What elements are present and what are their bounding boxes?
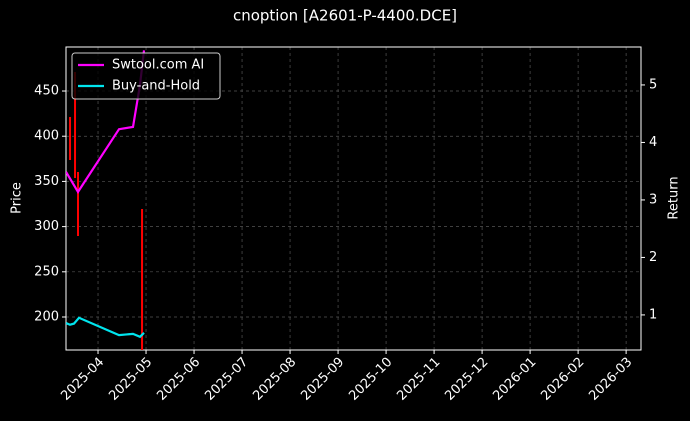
y2-tick-label: 4	[649, 135, 657, 150]
y2-tick-label: 2	[649, 250, 657, 265]
y-tick-label: 450	[34, 84, 59, 99]
series-line	[66, 316, 145, 339]
y2-tick-label: 3	[649, 192, 657, 207]
legend-label: Buy-and-Hold	[112, 79, 200, 94]
y-tick-label: 300	[34, 219, 59, 234]
y2-axis-label: Return	[667, 176, 682, 219]
y-tick-label: 400	[34, 129, 59, 144]
y2-tick-label: 1	[649, 307, 657, 322]
y-tick-label: 350	[34, 174, 59, 189]
chart-title: cnoption [A2601-P-4400.DCE]	[233, 7, 457, 25]
y2-tick-label: 5	[649, 77, 657, 92]
legend-label: Swtool.com AI	[112, 58, 204, 73]
plot-frame	[65, 46, 642, 351]
y-tick-label: 250	[34, 264, 59, 279]
legend-box	[71, 52, 221, 100]
y-tick-label: 200	[34, 310, 59, 325]
y-axis-label: Price	[10, 182, 25, 214]
